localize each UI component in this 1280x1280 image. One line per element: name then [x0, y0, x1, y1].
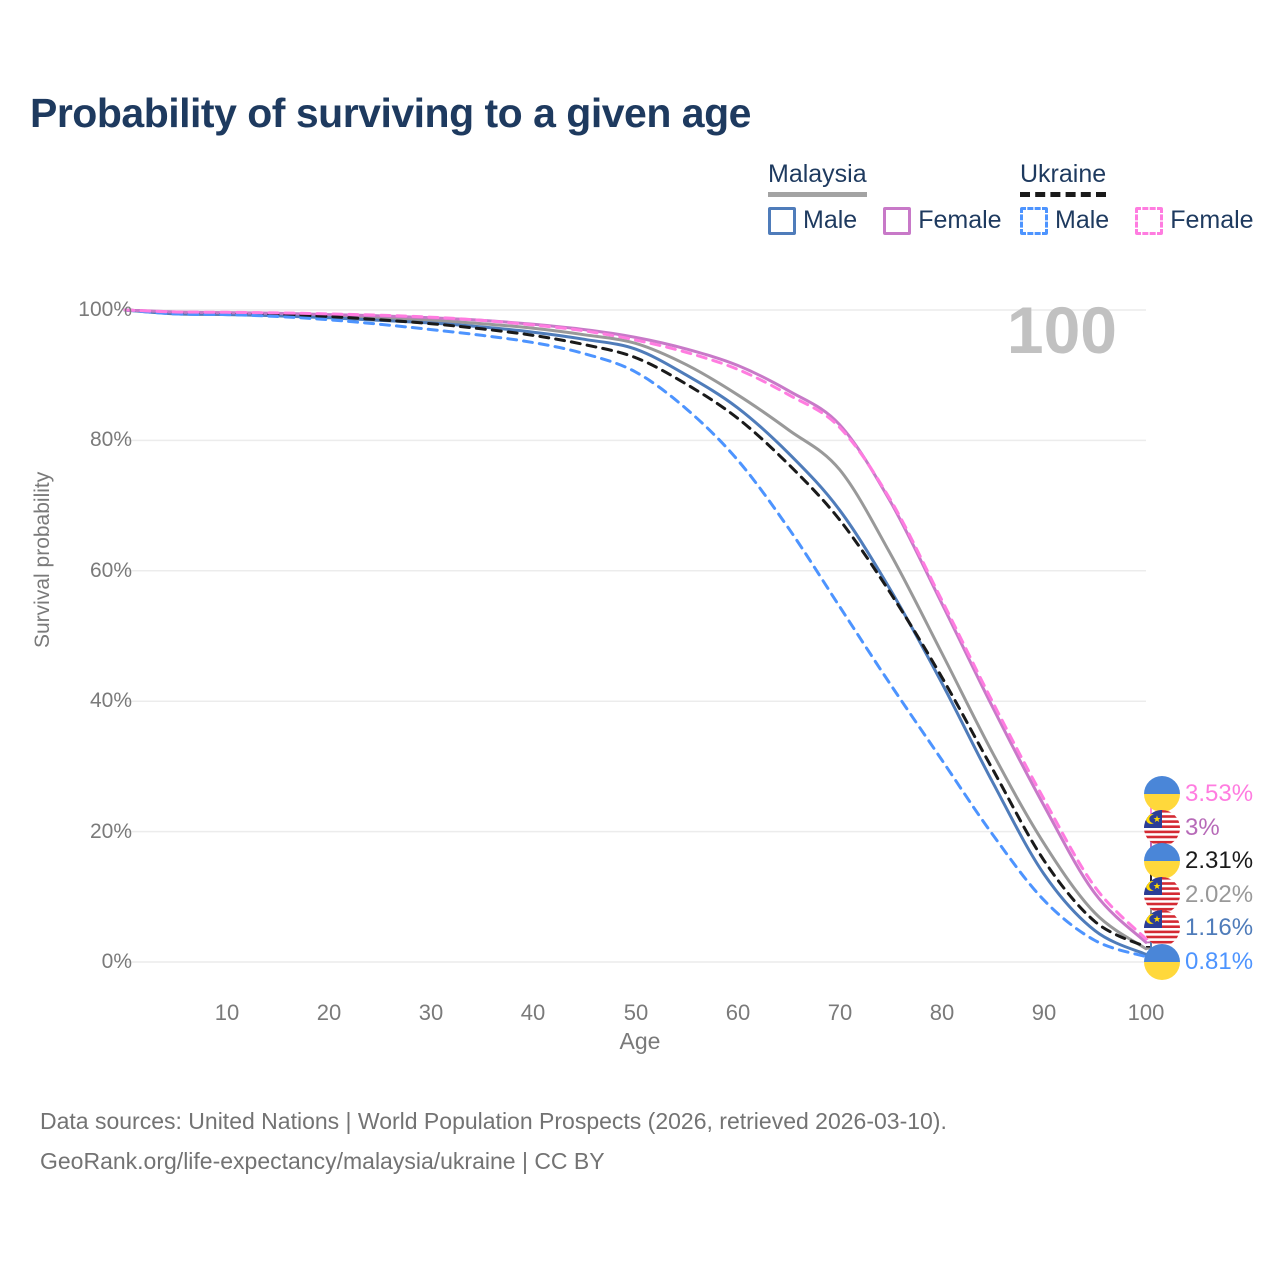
end-label-malaysia-male: 1.16%: [1144, 910, 1253, 946]
legend-item-label: Male: [1055, 206, 1110, 234]
x-tick-label: 40: [520, 1000, 546, 1025]
series-line-ukraine-total[interactable]: [123, 308, 1148, 949]
series-line-malaysia-male[interactable]: [123, 308, 1148, 956]
end-label-value: 2.31%: [1185, 847, 1254, 874]
y-tick-label: 40%: [89, 689, 132, 712]
y-tick-label: 20%: [89, 820, 132, 843]
x-tick-label: 10: [214, 1000, 240, 1025]
end-label-value: 3%: [1185, 814, 1220, 841]
x-tick-label: 90: [1031, 1000, 1057, 1025]
ukraine-flag-icon: [1144, 944, 1180, 980]
legend-item-malaysia-female[interactable]: Female: [883, 206, 1002, 235]
ukraine-flag-icon: [1144, 843, 1180, 879]
hovered-age-watermark: 100: [1006, 293, 1117, 367]
legend-item-label: Female: [1170, 206, 1254, 234]
malaysia-flag-icon: [1144, 877, 1180, 913]
end-label-value: 3.53%: [1185, 780, 1254, 807]
y-tick-label: 0%: [101, 950, 132, 973]
legend-item-ukraine-male[interactable]: Male: [1020, 206, 1109, 235]
end-label-value: 1.16%: [1185, 914, 1254, 941]
malaysia-male-swatch-icon[interactable]: [768, 206, 796, 235]
legend-item-label: Female: [918, 206, 1002, 234]
x-tick-label: 100: [1127, 1000, 1165, 1025]
legend-group-malaysia: Malaysia Male Female: [768, 160, 1002, 235]
malaysia-female-swatch-icon[interactable]: [883, 206, 912, 235]
end-label-ukraine-male: 0.81%: [1144, 944, 1253, 980]
legend-group-ukraine: Ukraine Male Female: [1020, 160, 1254, 235]
x-tick-label: 60: [725, 1000, 751, 1025]
end-label-value: 0.81%: [1185, 948, 1254, 975]
legend-item-malaysia-male[interactable]: Male: [768, 206, 857, 235]
legend-item-ukraine-female[interactable]: Female: [1135, 206, 1254, 235]
data-sources-note: Data sources: United Nations | World Pop…: [40, 1108, 947, 1134]
legend-item-label: Male: [803, 206, 858, 234]
y-tick-label: 80%: [89, 428, 132, 451]
ukraine-flag-icon: [1144, 776, 1180, 812]
x-tick-label: 30: [418, 1000, 444, 1025]
legend-items-ukraine: Male Female: [1020, 206, 1254, 235]
end-label-ukraine-female: 3.53%: [1144, 776, 1253, 812]
y-tick-label: 100%: [78, 298, 132, 321]
legend-header-ukraine: Ukraine: [1020, 160, 1107, 197]
x-tick-label: 50: [623, 1000, 649, 1025]
attribution-note: GeoRank.org/life-expectancy/malaysia/ukr…: [40, 1148, 605, 1174]
ukraine-male-swatch-icon[interactable]: [1020, 206, 1048, 235]
legend-items-malaysia: Male Female: [768, 206, 1002, 235]
series-line-ukraine-male[interactable]: [123, 308, 1148, 959]
end-label-value: 2.02%: [1185, 881, 1254, 908]
x-tick-label: 80: [929, 1000, 955, 1025]
series-line-ukraine-female[interactable]: [123, 308, 1148, 941]
end-label-malaysia-total: 2.02%: [1144, 877, 1253, 913]
series-line-malaysia-female[interactable]: [123, 308, 1148, 944]
legend-header-malaysia: Malaysia: [768, 160, 867, 197]
malaysia-flag-icon: [1144, 810, 1180, 846]
y-tick-label: 60%: [89, 559, 132, 582]
x-axis-title: Age: [619, 1028, 661, 1054]
series-line-malaysia-total[interactable]: [123, 308, 1148, 951]
ukraine-female-swatch-icon[interactable]: [1135, 206, 1164, 235]
end-label-malaysia-female: 3%: [1144, 810, 1220, 846]
end-label-ukraine-total: 2.31%: [1144, 843, 1253, 879]
y-axis-title: Survival probability: [31, 471, 54, 648]
x-tick-label: 70: [827, 1000, 853, 1025]
malaysia-flag-icon: [1144, 910, 1180, 946]
x-tick-label: 20: [316, 1000, 342, 1025]
chart-title: Probability of surviving to a given age: [30, 90, 751, 136]
